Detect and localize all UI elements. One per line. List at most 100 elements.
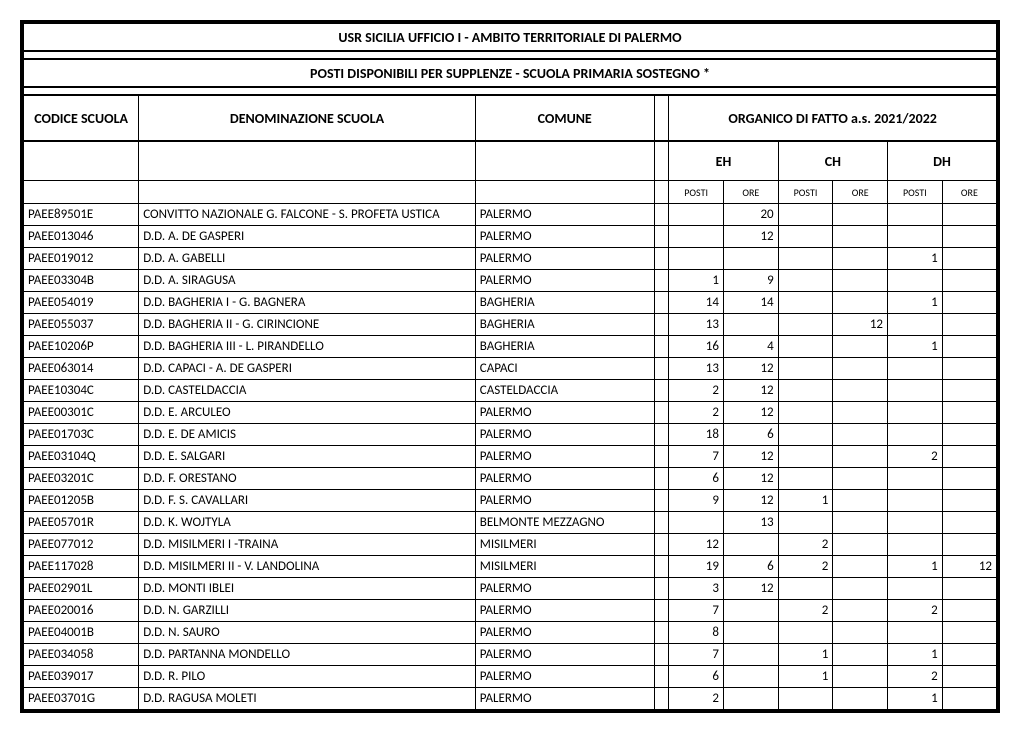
cell-spacer — [654, 270, 669, 292]
cell-ch-posti — [778, 226, 833, 248]
subheader-codice-blank — [23, 141, 139, 181]
cell-dh-posti — [888, 512, 943, 534]
cell-dh-ore — [942, 600, 997, 622]
cell-codice: PAEE054019 — [23, 292, 139, 314]
cell-comune: MISILMERI — [475, 534, 654, 556]
cell-comune: PALERMO — [475, 226, 654, 248]
cell-ch-posti — [778, 292, 833, 314]
cell-spacer — [654, 600, 669, 622]
cell-spacer — [654, 468, 669, 490]
table-row: PAEE019012D.D. A. GABELLIPALERMO1 — [23, 248, 997, 270]
cell-comune: PALERMO — [475, 688, 654, 711]
cell-dh-ore — [942, 380, 997, 402]
cell-ch-posti — [778, 248, 833, 270]
cell-codice: PAEE013046 — [23, 226, 139, 248]
cell-spacer — [654, 644, 669, 666]
cell-dh-ore: 12 — [942, 556, 997, 578]
cell-eh-posti: 9 — [669, 490, 724, 512]
cell-dh-posti — [888, 226, 943, 248]
cell-dh-posti — [888, 270, 943, 292]
cell-comune: BAGHERIA — [475, 314, 654, 336]
cell-comune: PALERMO — [475, 578, 654, 600]
cell-codice: PAEE034058 — [23, 644, 139, 666]
cell-eh-posti: 6 — [669, 666, 724, 688]
cell-denom: D.D. E. ARCULEO — [139, 402, 476, 424]
cell-codice: PAEE04001B — [23, 622, 139, 644]
cell-eh-posti: 16 — [669, 336, 724, 358]
cell-dh-ore — [942, 226, 997, 248]
cell-eh-posti: 18 — [669, 424, 724, 446]
cell-ch-ore — [833, 446, 888, 468]
subheader-comune-blank — [475, 141, 654, 181]
cell-eh-ore — [723, 688, 778, 711]
cell-dh-posti — [888, 358, 943, 380]
subheader-ch: CH — [778, 141, 887, 181]
cell-eh-ore: 12 — [723, 402, 778, 424]
cell-spacer — [654, 512, 669, 534]
cell-comune: PALERMO — [475, 622, 654, 644]
table-row: PAEE020016D.D. N. GARZILLIPALERMO722 — [23, 600, 997, 622]
cell-eh-posti — [669, 226, 724, 248]
cell-denom: D.D. BAGHERIA III - L. PIRANDELLO — [139, 336, 476, 358]
table-row: PAEE03104QD.D. E. SALGARIPALERMO7122 — [23, 446, 997, 468]
cell-denom: D.D. BAGHERIA I - G. BAGNERA — [139, 292, 476, 314]
cell-ch-ore — [833, 512, 888, 534]
cell-spacer — [654, 380, 669, 402]
cell-dh-ore — [942, 688, 997, 711]
cell-denom: D.D. MONTI IBLEI — [139, 578, 476, 600]
cell-ch-posti — [778, 204, 833, 226]
cell-comune: PALERMO — [475, 424, 654, 446]
cell-denom: D.D. N. GARZILLI — [139, 600, 476, 622]
cell-denom: D.D. RAGUSA MOLETI — [139, 688, 476, 711]
header-ch-posti: POSTI — [778, 181, 833, 204]
cell-spacer — [654, 578, 669, 600]
cell-denom: D.D. BAGHERIA II - G. CIRINCIONE — [139, 314, 476, 336]
cell-denom: D.D. K. WOJTYLA — [139, 512, 476, 534]
cell-eh-posti: 2 — [669, 380, 724, 402]
cell-ch-posti: 2 — [778, 600, 833, 622]
cell-denom: D.D. N. SAURO — [139, 622, 476, 644]
cell-eh-posti: 2 — [669, 688, 724, 711]
cell-dh-posti — [888, 534, 943, 556]
cell-ch-posti — [778, 424, 833, 446]
header-denom: DENOMINAZIONE SCUOLA — [139, 95, 476, 141]
cell-spacer — [654, 666, 669, 688]
cell-comune: PALERMO — [475, 446, 654, 468]
cell-eh-ore: 12 — [723, 446, 778, 468]
cell-codice: PAEE01703C — [23, 424, 139, 446]
cell-codice: PAEE03304B — [23, 270, 139, 292]
cell-comune: CAPACI — [475, 358, 654, 380]
cell-codice: PAEE03701G — [23, 688, 139, 711]
cell-dh-ore — [942, 336, 997, 358]
table-row: PAEE89501ECONVITTO NAZIONALE G. FALCONE … — [23, 204, 997, 226]
cell-spacer — [654, 490, 669, 512]
table-row: PAEE10304CD.D. CASTELDACCIACASTELDACCIA2… — [23, 380, 997, 402]
cell-ch-posti — [778, 380, 833, 402]
cell-ch-posti — [778, 358, 833, 380]
cell-ch-ore — [833, 292, 888, 314]
cell-spacer — [654, 534, 669, 556]
cell-dh-ore — [942, 292, 997, 314]
cell-denom: D.D. E. DE AMICIS — [139, 424, 476, 446]
cell-denom: D.D. CAPACI - A. DE GASPERI — [139, 358, 476, 380]
cell-dh-ore — [942, 534, 997, 556]
cell-denom: D.D. CASTELDACCIA — [139, 380, 476, 402]
cell-ch-ore — [833, 336, 888, 358]
cell-codice: PAEE10304C — [23, 380, 139, 402]
cell-ch-posti — [778, 512, 833, 534]
cell-eh-posti: 14 — [669, 292, 724, 314]
cell-dh-posti — [888, 424, 943, 446]
cell-ch-posti: 2 — [778, 556, 833, 578]
table-row: PAEE03701GD.D. RAGUSA MOLETIPALERMO21 — [23, 688, 997, 711]
cell-ch-posti — [778, 468, 833, 490]
subheader-dh: DH — [888, 141, 997, 181]
subheader-eh: EH — [669, 141, 778, 181]
cell-dh-ore — [942, 622, 997, 644]
cell-eh-posti: 8 — [669, 622, 724, 644]
subheader-spacer — [654, 141, 669, 181]
cell-codice: PAEE01205B — [23, 490, 139, 512]
subheader-denom-blank — [139, 141, 476, 181]
cell-dh-posti: 1 — [888, 248, 943, 270]
table-row: PAEE00301CD.D. E. ARCULEOPALERMO212 — [23, 402, 997, 424]
table-row: PAEE039017D.D. R. PILOPALERMO612 — [23, 666, 997, 688]
